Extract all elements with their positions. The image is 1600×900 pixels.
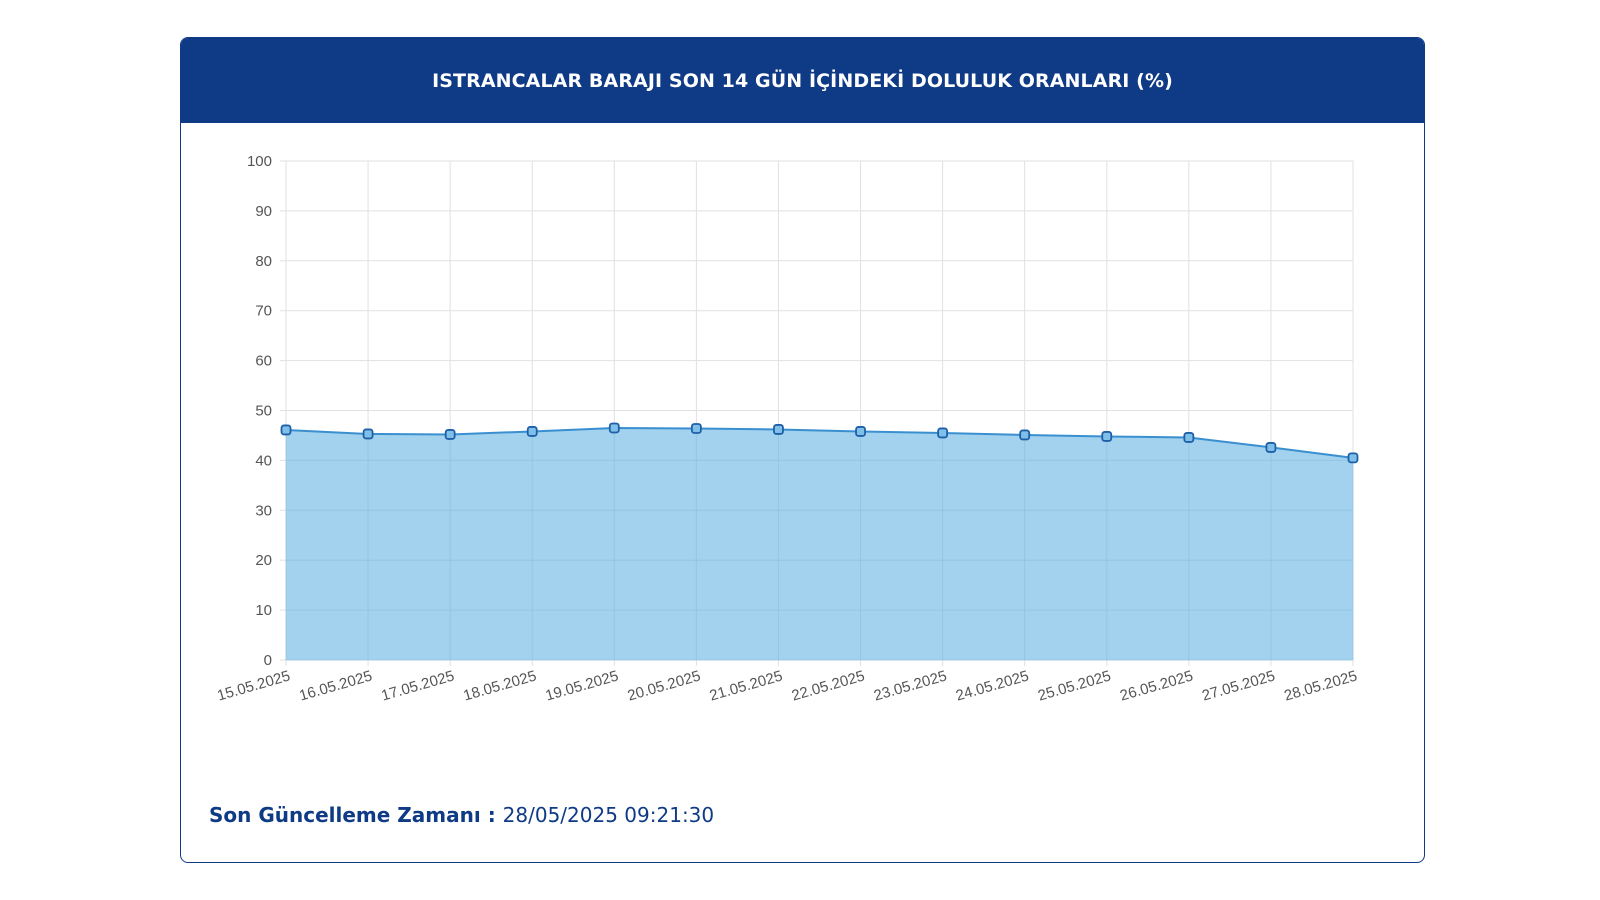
x-tick-label: 22.05.2025 [790,668,867,705]
x-tick-label: 28.05.2025 [1282,668,1359,705]
x-tick-label: 23.05.2025 [872,668,949,705]
last-update-label: Son Güncelleme Zamanı [209,803,481,827]
last-update-value: 28/05/2025 09:21:30 [502,803,715,827]
y-tick-label: 80 [255,253,272,270]
series-line [285,426,1354,459]
data-point [855,426,866,437]
x-tick-label: 17.05.2025 [379,668,456,705]
x-tick-label: 26.05.2025 [1118,668,1195,705]
x-tick-label: 15.05.2025 [215,668,292,705]
card-header: ISTRANCALAR BARAJI SON 14 GÜN İÇİNDEKİ D… [181,38,1424,123]
data-point [280,424,292,436]
y-tick-label: 20 [255,552,272,569]
y-tick-label: 10 [255,602,272,619]
data-point [1183,432,1195,443]
data-point [1101,431,1113,442]
data-point [526,426,538,437]
data-point [937,427,949,439]
chart-area: 0 10 20 30 40 50 60 70 80 90 100 15.05.2025 16.05.20… [181,38,1424,862]
x-tick-label: 25.05.2025 [1036,668,1113,705]
chart-title: ISTRANCALAR BARAJI SON 14 GÜN İÇİNDEKİ D… [432,69,1173,92]
y-tick-label: 30 [255,502,272,519]
chart-card: ISTRANCALAR BARAJI SON 14 GÜN İÇİNDEKİ D… [180,37,1425,863]
data-point [690,423,702,434]
data-point [362,428,374,440]
last-update: Son Güncelleme Zamanı : 28/05/2025 09:21… [209,803,714,827]
x-tick-label: 18.05.2025 [461,668,538,705]
last-update-separator: : [480,803,503,827]
y-tick-label: 100 [247,153,272,170]
y-tick-label: 90 [255,203,272,220]
x-tick-label: 16.05.2025 [297,668,374,705]
data-point [773,424,784,435]
chart-svg: 0 10 20 30 40 50 60 70 80 90 100 15.05.2025 16.05.20… [215,153,1359,705]
data-point [1019,429,1031,441]
x-tick-label: 20.05.2025 [626,668,703,705]
y-tick-label: 70 [255,303,272,320]
x-tick-label: 19.05.2025 [544,668,621,705]
y-tick-label: 50 [255,403,272,420]
y-tick-label: 60 [255,353,272,370]
x-tick-label: 24.05.2025 [954,668,1031,705]
data-point [608,422,620,434]
y-tick-label: 40 [255,452,272,469]
y-tick-label: 0 [264,652,272,669]
data-point [1265,442,1277,453]
data-point [1347,452,1359,464]
area-fill [286,427,1353,660]
x-tick-label: 21.05.2025 [708,668,785,705]
x-tick-label: 27.05.2025 [1200,668,1277,705]
data-point [444,429,456,440]
